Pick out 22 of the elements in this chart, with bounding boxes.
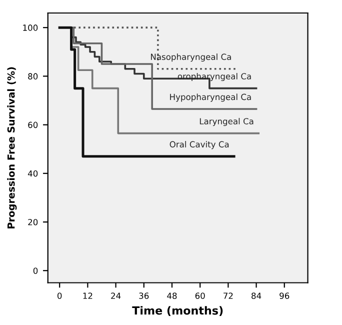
y-tick-label: 80 <box>28 73 38 80</box>
x-tick-label: 36 <box>139 292 149 299</box>
y-tick-label: 100 <box>23 24 38 31</box>
y-tick-label: 20 <box>28 218 38 226</box>
series-label: Oral Cavity Ca <box>170 141 229 150</box>
x-tick-label: 60 <box>195 292 205 299</box>
x-tick-label: 72 <box>224 292 233 299</box>
x-tick-label: 12 <box>83 292 92 299</box>
x-tick-label: 48 <box>167 292 177 299</box>
series-label: oropharyngeal Ca <box>178 72 251 82</box>
x-tick-label: 84 <box>252 292 262 299</box>
y-tick-label: 0 <box>33 268 38 274</box>
y-tick-label: 40 <box>28 170 38 177</box>
x-tick-label: 24 <box>111 292 121 299</box>
series-label: Hypopharyngeal Ca <box>170 94 251 102</box>
x-tick-label: 96 <box>280 292 290 299</box>
series-label: Laryngeal Ca <box>200 118 254 126</box>
x-axis-title: Time (months) <box>132 306 223 316</box>
series-label: Nasopharyngeal Ca <box>151 54 231 62</box>
y-tick-label: 60 <box>28 122 38 128</box>
y-axis-title: Progression Free Survival (%) <box>7 67 17 228</box>
x-tick-label: 0 <box>57 292 62 299</box>
